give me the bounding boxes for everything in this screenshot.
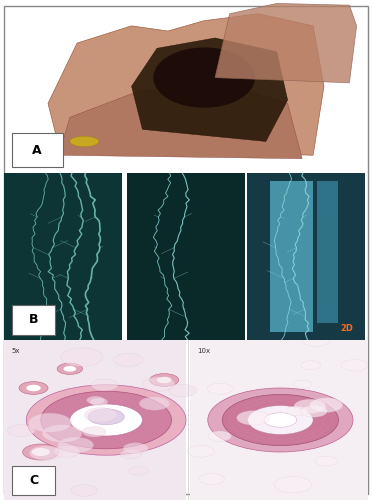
Circle shape (168, 384, 197, 396)
Circle shape (57, 363, 83, 374)
Circle shape (71, 484, 97, 496)
Polygon shape (48, 14, 324, 155)
Circle shape (61, 348, 103, 366)
Circle shape (208, 431, 231, 442)
Polygon shape (59, 86, 302, 158)
Circle shape (315, 456, 337, 466)
Circle shape (207, 383, 232, 394)
Circle shape (42, 425, 82, 442)
Text: 5x: 5x (12, 348, 20, 354)
FancyBboxPatch shape (12, 133, 62, 168)
Circle shape (286, 406, 308, 415)
Circle shape (26, 385, 41, 391)
Circle shape (91, 379, 118, 391)
Bar (127, 172, 245, 340)
Circle shape (58, 437, 93, 453)
Circle shape (113, 354, 143, 366)
FancyBboxPatch shape (12, 305, 55, 335)
Circle shape (274, 476, 312, 493)
Bar (269, 181, 313, 332)
Circle shape (264, 413, 297, 427)
Circle shape (88, 409, 124, 425)
Circle shape (303, 335, 329, 346)
Circle shape (41, 391, 171, 449)
Bar (317, 181, 339, 324)
Circle shape (310, 398, 343, 412)
Circle shape (19, 382, 48, 394)
Circle shape (26, 385, 186, 455)
Circle shape (23, 444, 59, 460)
Circle shape (64, 366, 76, 372)
Text: C: C (29, 474, 38, 488)
Polygon shape (132, 38, 288, 142)
Circle shape (301, 361, 321, 370)
Bar (190, 340, 368, 500)
Circle shape (187, 446, 214, 457)
Circle shape (82, 426, 106, 437)
Circle shape (142, 377, 175, 391)
Circle shape (121, 450, 141, 459)
Circle shape (90, 398, 108, 406)
Polygon shape (215, 4, 357, 83)
Circle shape (199, 474, 224, 484)
Circle shape (341, 360, 368, 371)
Text: 2D: 2D (340, 324, 353, 334)
Circle shape (70, 404, 142, 436)
Circle shape (139, 397, 170, 410)
Circle shape (32, 448, 50, 456)
Circle shape (248, 406, 313, 434)
Circle shape (123, 443, 148, 454)
Circle shape (28, 413, 71, 432)
Bar (4, 340, 186, 500)
Text: A: A (32, 144, 42, 156)
Circle shape (294, 380, 312, 388)
Ellipse shape (153, 48, 255, 108)
Circle shape (222, 394, 339, 446)
Circle shape (237, 410, 269, 425)
Circle shape (87, 396, 105, 404)
Circle shape (150, 374, 179, 386)
Circle shape (301, 406, 327, 417)
Circle shape (84, 408, 118, 422)
Circle shape (208, 388, 353, 452)
Bar (247, 172, 365, 340)
Circle shape (8, 424, 35, 436)
Circle shape (53, 446, 80, 457)
Circle shape (29, 446, 62, 460)
Circle shape (157, 377, 171, 383)
Circle shape (294, 400, 326, 413)
Bar (4, 172, 122, 340)
Text: 10x: 10x (197, 348, 210, 354)
Ellipse shape (70, 136, 99, 146)
FancyBboxPatch shape (12, 466, 55, 495)
Text: B: B (29, 314, 38, 326)
Circle shape (129, 466, 148, 475)
